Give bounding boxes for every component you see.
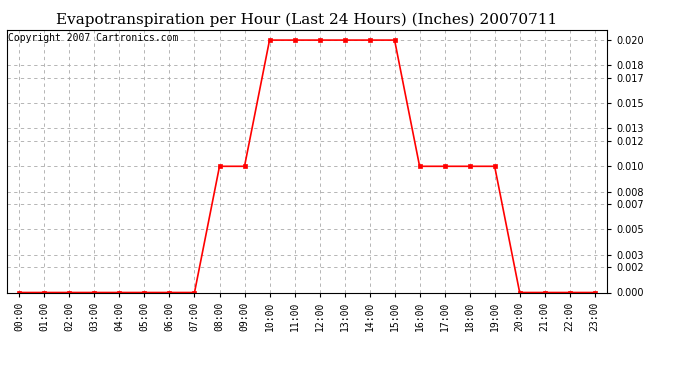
Text: Copyright 2007 Cartronics.com: Copyright 2007 Cartronics.com (8, 33, 179, 43)
Title: Evapotranspiration per Hour (Last 24 Hours) (Inches) 20070711: Evapotranspiration per Hour (Last 24 Hou… (57, 13, 558, 27)
